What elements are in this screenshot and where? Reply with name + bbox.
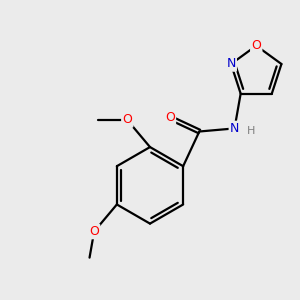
Text: O: O bbox=[251, 39, 261, 52]
Text: O: O bbox=[165, 111, 175, 124]
Text: H: H bbox=[247, 126, 255, 136]
Text: O: O bbox=[89, 225, 99, 238]
Text: O: O bbox=[122, 113, 132, 127]
Text: N: N bbox=[230, 122, 239, 135]
Text: N: N bbox=[226, 58, 236, 70]
